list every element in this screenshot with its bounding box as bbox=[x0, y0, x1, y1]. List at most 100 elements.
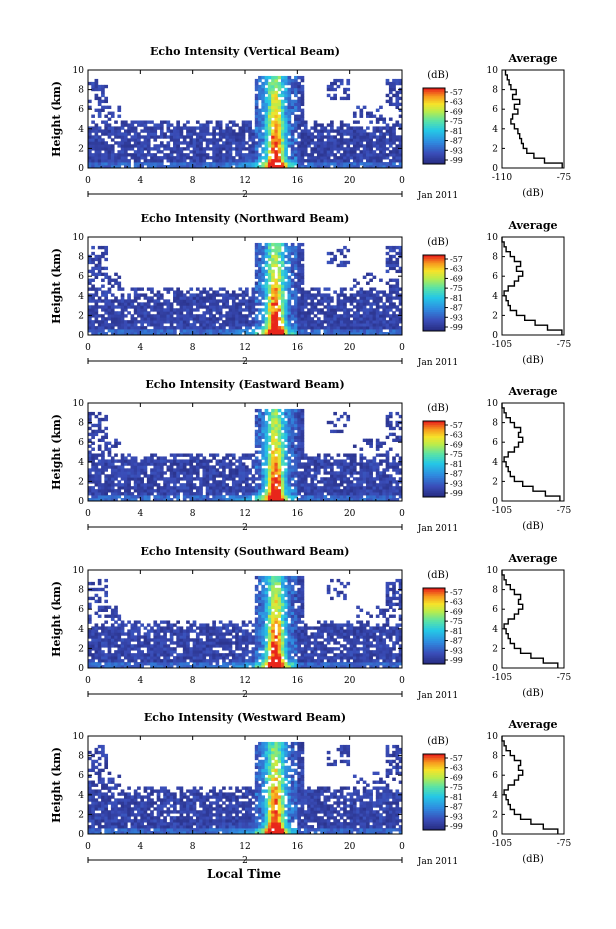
heatmap-cell bbox=[356, 299, 360, 303]
heatmap-cell bbox=[199, 332, 203, 336]
heatmap-cell bbox=[209, 320, 213, 324]
heatmap-cell bbox=[133, 459, 138, 463]
heatmap-cell bbox=[241, 486, 246, 490]
heatmap-cell bbox=[277, 84, 282, 89]
heatmap-cell bbox=[290, 450, 295, 454]
heatmap-cell bbox=[235, 153, 239, 157]
heatmap-cell bbox=[248, 302, 252, 306]
heatmap-cell bbox=[336, 462, 341, 466]
colorbar-swatch bbox=[423, 296, 445, 300]
heatmap-cell bbox=[277, 498, 282, 502]
heatmap-cell bbox=[215, 150, 220, 154]
heatmap-cell bbox=[352, 305, 357, 309]
heatmap-cell bbox=[133, 144, 138, 148]
heatmap-cell bbox=[320, 489, 324, 493]
heatmap-cell bbox=[310, 320, 315, 324]
heatmap-cell bbox=[356, 159, 360, 163]
heatmap-cell bbox=[195, 477, 200, 481]
heatmap-cell bbox=[104, 459, 109, 463]
heatmap-cell bbox=[107, 465, 112, 469]
heatmap-cell bbox=[117, 471, 122, 475]
heatmap-cell bbox=[388, 278, 393, 282]
heatmap-cell bbox=[241, 456, 246, 460]
heatmap-cell bbox=[398, 477, 403, 481]
heatmap-cell bbox=[307, 498, 311, 502]
heatmap-cell bbox=[290, 156, 295, 160]
heatmap-cell bbox=[284, 126, 288, 130]
heatmap-cell bbox=[91, 329, 95, 333]
heatmap-cell bbox=[280, 81, 285, 86]
heatmap-cell bbox=[297, 87, 301, 92]
heatmap-cell bbox=[336, 302, 341, 306]
heatmap-cell bbox=[264, 468, 269, 472]
heatmap-cell bbox=[271, 492, 275, 496]
heatmap-cell bbox=[143, 296, 148, 300]
heatmap-cell bbox=[271, 114, 275, 118]
heatmap-cell bbox=[349, 471, 354, 475]
heatmap-cell bbox=[352, 486, 357, 490]
heatmap-cell bbox=[274, 498, 279, 502]
heatmap-cell bbox=[375, 126, 380, 130]
heatmap-cell bbox=[195, 498, 200, 502]
heatmap-cell bbox=[388, 284, 393, 288]
heatmap-cell bbox=[176, 293, 180, 297]
heatmap-cell bbox=[140, 468, 144, 472]
heatmap-cell bbox=[398, 159, 403, 163]
heatmap-cell bbox=[222, 132, 226, 136]
heatmap-cell bbox=[88, 281, 92, 285]
colorbar-swatch bbox=[423, 145, 445, 148]
heatmap-cell bbox=[258, 414, 262, 419]
heatmap-cell bbox=[88, 153, 92, 157]
heatmap-cell bbox=[166, 465, 171, 469]
heatmap-cell bbox=[150, 290, 154, 294]
heatmap-cell bbox=[316, 162, 321, 166]
heatmap-cell bbox=[117, 129, 122, 133]
heatmap-cell bbox=[101, 138, 105, 142]
heatmap-cell bbox=[343, 308, 347, 312]
heatmap-cell bbox=[235, 495, 239, 499]
heatmap-cell bbox=[395, 120, 400, 124]
heatmap-cell bbox=[379, 165, 383, 169]
heatmap-cell bbox=[258, 245, 262, 250]
heatmap-cell bbox=[209, 302, 213, 306]
heatmap-cell bbox=[97, 129, 102, 133]
heatmap-cell bbox=[395, 251, 400, 256]
heatmap-cell bbox=[346, 147, 351, 151]
heatmap-cell bbox=[153, 126, 158, 130]
heatmap-cell bbox=[114, 120, 118, 124]
heatmap-cell bbox=[261, 248, 266, 253]
heatmap-cell bbox=[137, 308, 141, 312]
heatmap-cell bbox=[323, 326, 328, 330]
heatmap-cell bbox=[110, 126, 115, 130]
heatmap-cell bbox=[294, 75, 298, 80]
heatmap-cell bbox=[349, 314, 354, 318]
profile-y-tick-label: 6 bbox=[492, 105, 498, 115]
heatmap-cell bbox=[101, 129, 105, 133]
heatmap-cell bbox=[277, 426, 282, 431]
heatmap-cell bbox=[218, 150, 223, 154]
heatmap-cell bbox=[323, 483, 328, 487]
heatmap-cell bbox=[264, 483, 269, 487]
heatmap-cell bbox=[392, 248, 396, 253]
heatmap-cell bbox=[375, 471, 380, 475]
heatmap-cell bbox=[372, 299, 377, 303]
heatmap-cell bbox=[241, 147, 246, 151]
heatmap-cell bbox=[274, 417, 279, 422]
heatmap-cell bbox=[336, 471, 341, 475]
heatmap-cell bbox=[97, 96, 102, 101]
heatmap-cell bbox=[88, 323, 92, 327]
heatmap-cell bbox=[392, 84, 396, 89]
heatmap-cell bbox=[88, 438, 92, 443]
heatmap-cell bbox=[153, 293, 158, 297]
heatmap-cell bbox=[238, 465, 243, 469]
heatmap-cell bbox=[228, 498, 233, 502]
heatmap-cell bbox=[385, 326, 390, 330]
heatmap-cell bbox=[333, 411, 337, 416]
heatmap-cell bbox=[287, 462, 292, 466]
heatmap-cell bbox=[290, 483, 295, 487]
heatmap-cell bbox=[156, 462, 161, 466]
heatmap-cell bbox=[241, 462, 246, 466]
heatmap-cell bbox=[159, 474, 164, 478]
heatmap-cell bbox=[395, 81, 400, 86]
heatmap-cell bbox=[140, 129, 144, 133]
